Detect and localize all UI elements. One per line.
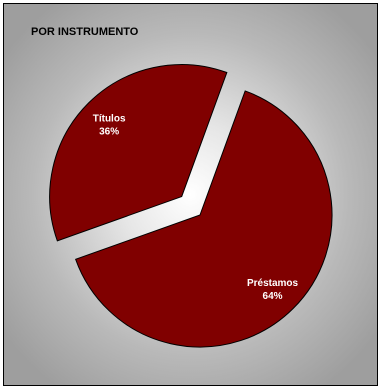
pie-slices [49,64,333,348]
slice-label-titulos: Títulos [93,113,126,124]
pie-slice-titulos [49,64,228,242]
slice-value-prestamos: 64% [263,291,283,302]
chart-title: POR INSTRUMENTO [31,26,139,38]
pie-slice-prestamos [75,90,333,348]
slice-value-titulos: 36% [99,126,119,137]
chart-area: POR INSTRUMENTO Préstamos 64% Títulos 36% [3,3,378,386]
slice-label-prestamos: Préstamos [247,278,299,289]
pie-labels: Préstamos 64% Títulos 36% [93,113,299,302]
pie-chart: POR INSTRUMENTO Préstamos 64% Títulos 36% [31,26,333,348]
